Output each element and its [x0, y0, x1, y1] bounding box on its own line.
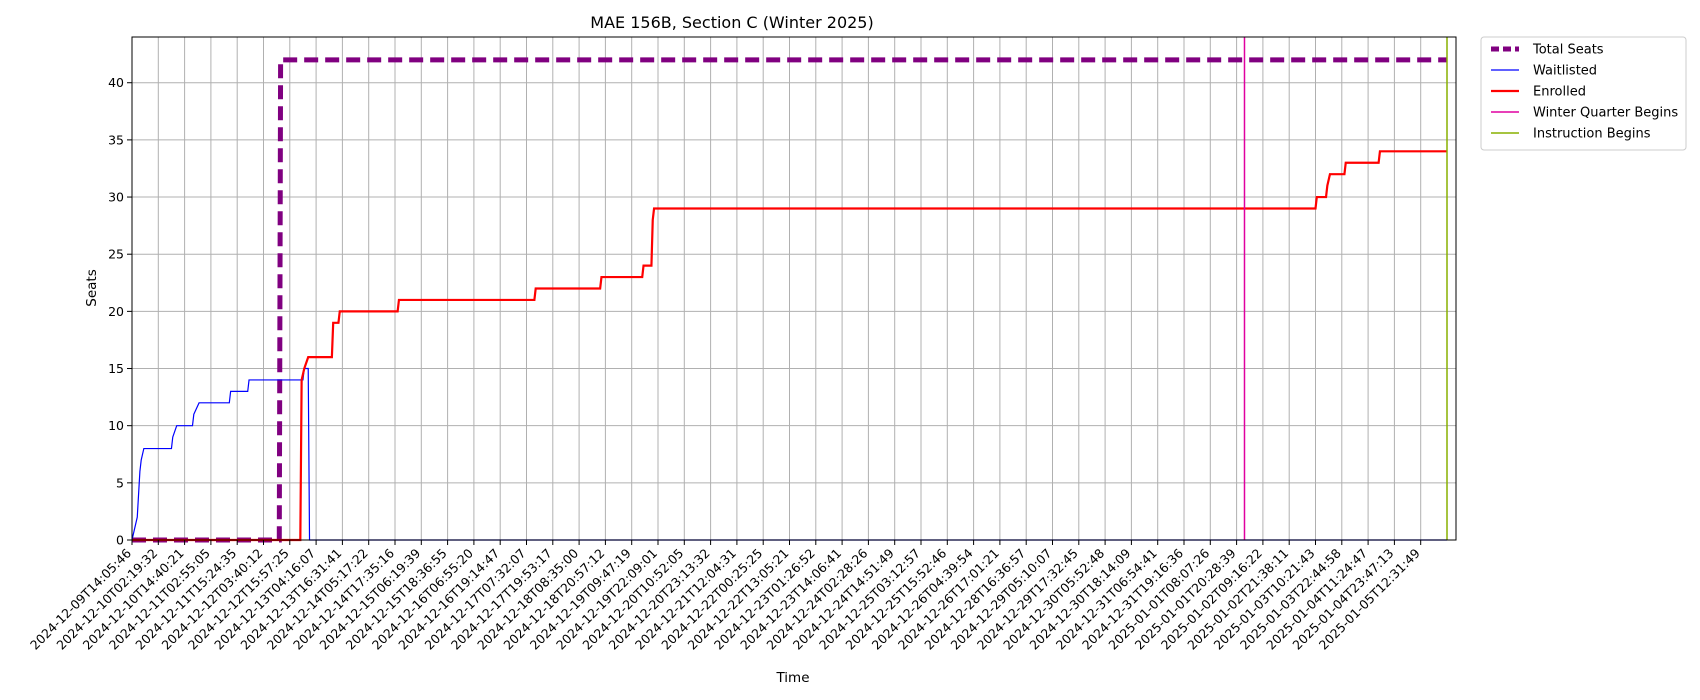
y-axis: 0 5 10 15 20 25 30 35 40 [108, 75, 132, 548]
legend-label: Waitlisted [1533, 64, 1597, 79]
x-axis: 2024-12-09T14:05:462024-12-10T02:19:3220… [27, 540, 1423, 653]
x-axis-label: Time [775, 670, 809, 686]
y-tick-label: 0 [116, 533, 124, 548]
y-tick-label: 15 [108, 361, 124, 376]
legend-label: Winter Quarter Begins [1533, 106, 1678, 121]
plot-frame [131, 36, 1457, 541]
y-tick-label: 35 [108, 132, 124, 147]
legend: Total Seats Waitlisted Enrolled Winter Quar… [1480, 36, 1687, 151]
grid [131, 37, 1456, 541]
series-enrolled-line [132, 150, 1447, 542]
legend-box [1480, 36, 1687, 151]
y-tick-label: 5 [116, 475, 124, 490]
legend-label: Instruction Begins [1533, 127, 1651, 142]
y-tick-label: 40 [108, 75, 124, 90]
legend-label: Total Seats [1532, 43, 1604, 58]
y-tick-label: 25 [108, 247, 124, 262]
legend-label: Enrolled [1533, 85, 1586, 100]
y-axis-label: Seats [84, 269, 100, 306]
chart-title: MAE 156B, Section C (Winter 2025) [590, 13, 873, 32]
y-tick-label: 30 [108, 190, 124, 205]
y-tick-label: 10 [108, 418, 124, 433]
y-tick-label: 20 [108, 304, 124, 319]
